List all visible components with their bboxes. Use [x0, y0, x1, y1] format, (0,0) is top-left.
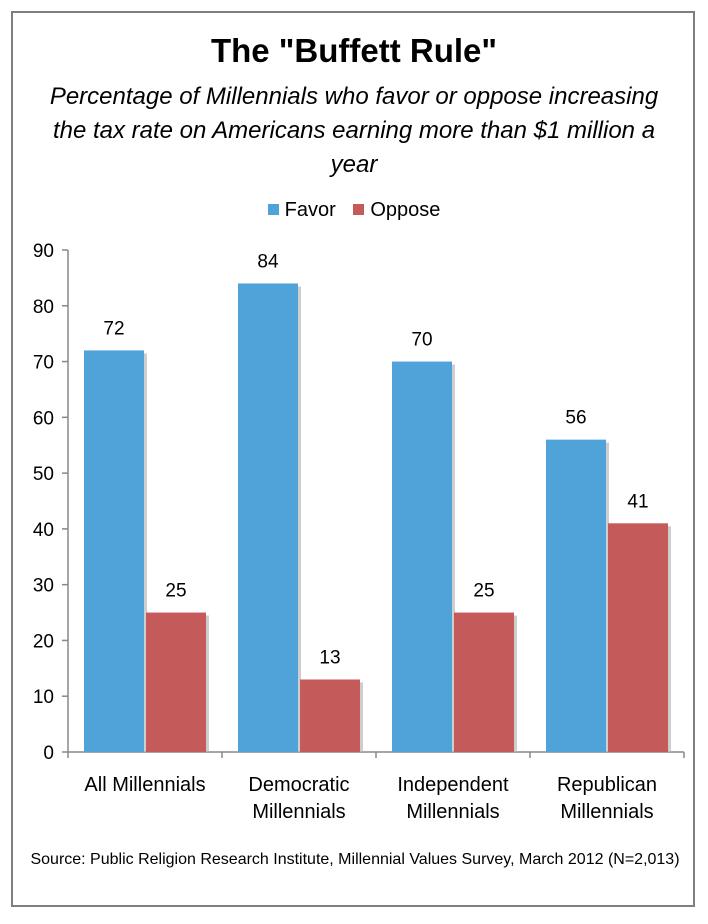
bar-oppose [146, 612, 206, 752]
x-category-label: Millennials [406, 801, 499, 823]
y-tick-label: 10 [33, 687, 54, 708]
data-label-oppose: 25 [165, 581, 186, 602]
y-tick-label: 0 [43, 743, 54, 764]
chart-subtitle: Percentage of Millennials who favor or o… [49, 83, 659, 178]
y-tick-label: 50 [33, 464, 54, 485]
y-tick-label: 20 [33, 631, 54, 652]
x-category-label: All Millennials [84, 774, 205, 796]
y-tick-label: 40 [33, 520, 54, 541]
x-category-label: Independent [397, 774, 509, 796]
data-label-favor: 84 [257, 251, 279, 272]
chart-title: The "Buffett Rule" [210, 32, 498, 69]
data-label-oppose: 13 [319, 647, 340, 668]
legend-label-favor: Favor [284, 199, 336, 221]
legend-item-oppose: Oppose [353, 199, 440, 222]
source-note: Source: Public Religion Research Institu… [30, 851, 680, 868]
y-tick-label: 70 [33, 353, 54, 374]
data-label-favor: 72 [103, 318, 124, 339]
legend-item-favor: Favor [267, 199, 336, 222]
bar-favor [546, 439, 606, 752]
bar-favor [84, 350, 144, 752]
data-label-oppose: 25 [473, 581, 494, 602]
data-label-favor: 70 [411, 330, 432, 351]
x-category-label: Millennials [252, 801, 345, 823]
y-tick-label: 90 [33, 241, 54, 262]
legend-swatch-oppose [353, 204, 365, 215]
y-tick-label: 80 [33, 297, 54, 318]
legend: Favor Oppose [0, 199, 708, 222]
bar-oppose [454, 612, 514, 752]
bar-oppose [608, 523, 668, 752]
data-label-oppose: 41 [627, 491, 648, 512]
y-tick-label: 30 [33, 576, 54, 597]
legend-label-oppose: Oppose [370, 199, 441, 221]
y-tick-label: 60 [33, 408, 54, 429]
bar-oppose [300, 679, 360, 752]
x-category-label: Millennials [560, 801, 653, 823]
bar-favor [392, 361, 452, 752]
bar-favor [238, 283, 298, 752]
x-category-label: Democratic [248, 774, 349, 796]
x-category-label: Republican [557, 774, 657, 796]
data-label-favor: 56 [565, 408, 586, 429]
legend-swatch-favor [267, 204, 279, 215]
